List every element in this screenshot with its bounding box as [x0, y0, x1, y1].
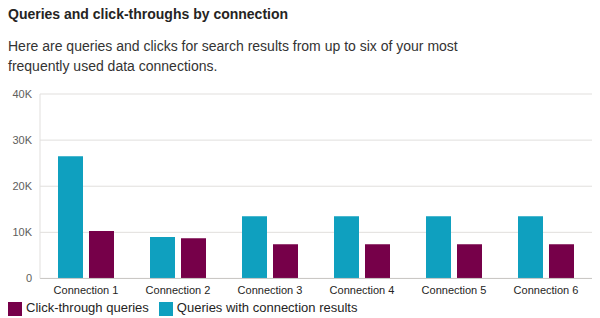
svg-text:10K: 10K [12, 226, 32, 238]
html-text:Queries and click-throughs by: Queries and click-throughs by connection [8, 6, 289, 22]
html-text:Click-through queries: Click-through queries [26, 300, 149, 316]
svg-text:40K: 40K [12, 88, 32, 100]
html-text:Queries with connection result: Queries with connection results [176, 300, 358, 316]
svg-text:Connection 2: Connection 2 [146, 284, 211, 296]
svg-text:0: 0 [26, 272, 32, 284]
svg-text:20K: 20K [12, 180, 32, 192]
svg-text:Connection 4: Connection 4 [330, 284, 395, 296]
svg-text:30K: 30K [12, 134, 32, 146]
html-text:Here are queries and clicks fo: Here are queries and clicks for search r… [8, 38, 458, 74]
svg-text:Connection 1: Connection 1 [54, 284, 119, 296]
svg-text:Connection 6: Connection 6 [514, 284, 579, 296]
svg-text:Connection 5: Connection 5 [422, 284, 487, 296]
svg-text:Connection 3: Connection 3 [238, 284, 303, 296]
